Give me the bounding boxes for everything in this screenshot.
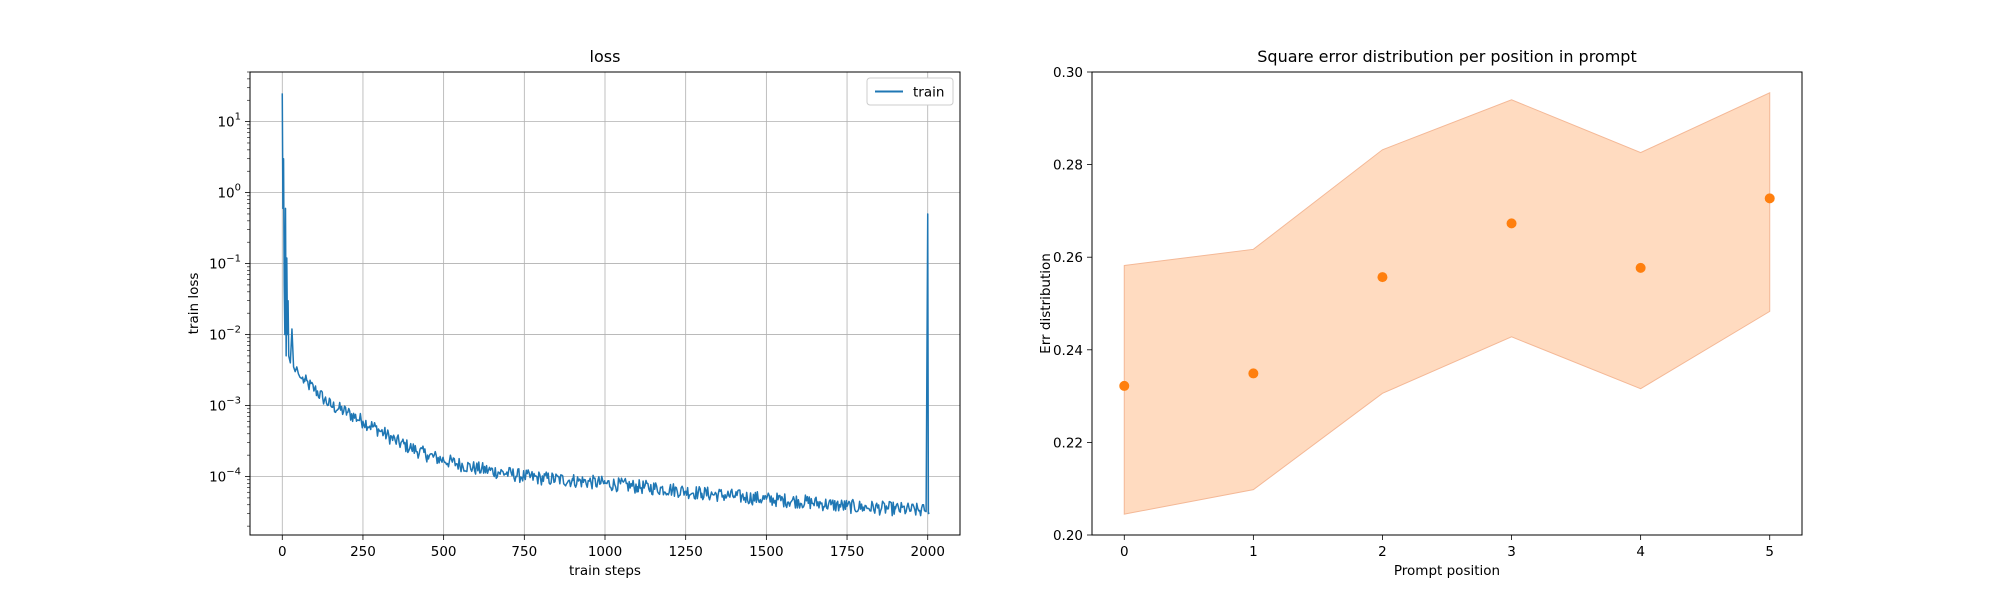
loss-x-tick-label: 1750 <box>830 544 864 560</box>
loss-y-tick-label: 10−1 <box>209 254 241 273</box>
error-distribution-chart: 0 1 2 3 4 5 0.20 0.22 0.24 0.26 0.28 0.30 Square e… <box>1038 47 1803 579</box>
loss-train-line <box>281 93 930 517</box>
loss-x-tick-label: 1500 <box>749 544 783 560</box>
error-point <box>1635 262 1646 273</box>
error-plot-frame <box>1091 71 1803 536</box>
error-y-tick-label: 0.24 <box>1053 343 1083 359</box>
loss-lines <box>281 93 930 517</box>
legend-train-label: train <box>913 85 944 101</box>
error-x-axis-label: Prompt position <box>1394 563 1500 579</box>
error-x-tick-label: 2 <box>1378 544 1387 560</box>
error-x-ticks: 0 1 2 3 4 5 <box>1120 535 1774 560</box>
error-band <box>1123 92 1771 515</box>
loss-x-tick-label: 1000 <box>588 544 622 560</box>
loss-x-tick-label: 750 <box>511 544 537 560</box>
loss-grid <box>250 72 960 535</box>
loss-y-tick-label: 10−4 <box>209 467 241 486</box>
error-chart-title: Square error distribution per position i… <box>1257 47 1636 66</box>
error-y-ticks: 0.20 0.22 0.24 0.26 0.28 0.30 <box>1053 65 1092 544</box>
error-x-tick-label: 3 <box>1507 544 1516 560</box>
error-points-layer <box>1119 193 1775 391</box>
error-point <box>1377 272 1388 283</box>
loss-chart: 0 250 500 750 1000 1250 1500 1750 2000 101 100 10−… <box>186 47 961 579</box>
loss-y-tick-label: 100 <box>217 183 241 202</box>
error-y-tick-label: 0.28 <box>1053 158 1083 174</box>
error-y-tick-label: 0.26 <box>1053 250 1083 266</box>
error-point <box>1506 218 1517 229</box>
loss-x-tick-label: 2000 <box>911 544 945 560</box>
error-y-axis-label: Err distribution <box>1038 253 1054 354</box>
error-point <box>1248 368 1259 379</box>
loss-y-tick-label: 10−3 <box>209 396 241 415</box>
loss-x-tick-label: 250 <box>350 544 376 560</box>
error-band-layer <box>1123 92 1771 515</box>
loss-chart-title: loss <box>590 47 621 66</box>
error-x-tick-label: 4 <box>1636 544 1645 560</box>
loss-x-axis-label: train steps <box>569 563 641 579</box>
error-y-tick-label: 0.22 <box>1053 435 1083 451</box>
loss-y-tick-label: 101 <box>217 112 241 131</box>
loss-y-axis-label: train loss <box>186 273 202 335</box>
loss-x-ticks: 0 250 500 750 1000 1250 1500 1750 2000 <box>278 535 945 560</box>
loss-x-tick-label: 0 <box>278 544 287 560</box>
error-x-tick-label: 0 <box>1120 544 1129 560</box>
loss-y-ticks: 101 100 10−1 10−2 10−3 10−4 <box>209 71 250 527</box>
legend-box <box>866 77 954 106</box>
error-y-tick-label: 0.30 <box>1053 65 1083 81</box>
error-x-tick-label: 1 <box>1249 544 1258 560</box>
legend: train <box>866 77 954 106</box>
error-point <box>1119 380 1130 391</box>
error-point <box>1764 193 1775 204</box>
loss-x-tick-label: 500 <box>431 544 457 560</box>
loss-x-tick-label: 1250 <box>669 544 703 560</box>
error-x-tick-label: 5 <box>1765 544 1774 560</box>
loss-y-tick-label: 10−2 <box>209 325 241 344</box>
error-y-tick-label: 0.20 <box>1053 528 1083 544</box>
